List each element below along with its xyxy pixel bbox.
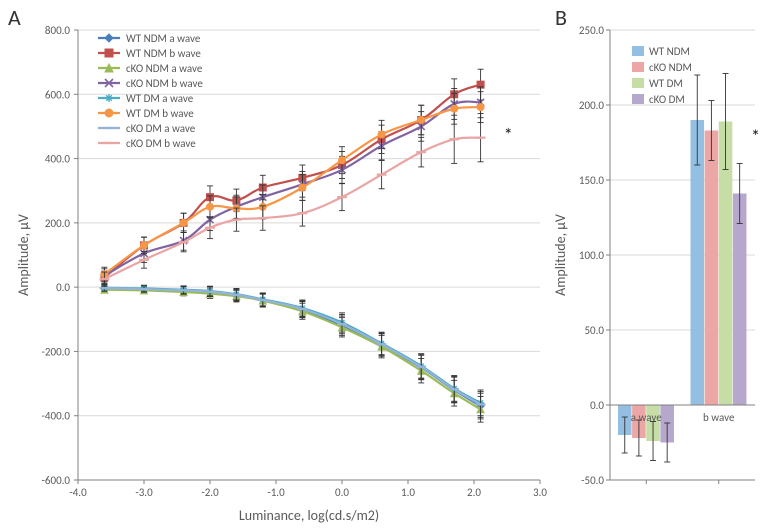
svg-text:100.0: 100.0 xyxy=(579,249,605,262)
svg-text:250.0: 250.0 xyxy=(579,24,605,37)
svg-text:200.0: 200.0 xyxy=(579,99,605,112)
panel-b-chart: -50.0 0.0 50.0 100.0 150.0 200.0 250.0 Amplitud… xyxy=(0,0,769,531)
svg-text:a wave: a wave xyxy=(631,411,662,424)
svg-text:50.0: 50.0 xyxy=(584,324,604,337)
legend-item: cKO DM xyxy=(649,93,685,106)
bar-cKO-DM xyxy=(733,194,747,406)
figure: A B -600.0-400.0-200.00.0200.0400.0600.0… xyxy=(0,0,769,531)
svg-text:-50.0: -50.0 xyxy=(581,474,604,487)
legend-item: WT NDM xyxy=(649,45,690,58)
svg-text:b wave: b wave xyxy=(703,411,735,424)
legend-item: cKO NDM xyxy=(649,61,692,74)
significance-marker: * xyxy=(751,126,760,148)
svg-text:Amplitude, µV: Amplitude, µV xyxy=(552,214,569,296)
legend-item: WT DM xyxy=(649,77,683,90)
svg-text:150.0: 150.0 xyxy=(579,174,605,187)
svg-text:0.0: 0.0 xyxy=(590,399,604,412)
bar-cKO-NDM xyxy=(705,131,719,406)
